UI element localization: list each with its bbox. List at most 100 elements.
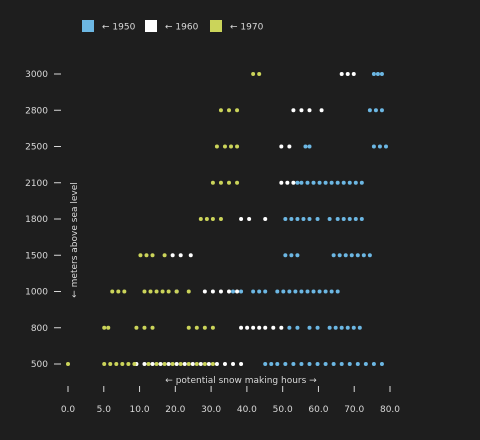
point-1950-1000-1 — [239, 289, 244, 294]
point-1950-1800-7 — [335, 217, 340, 221]
point-1950-500-10 — [339, 362, 344, 366]
point-1970-800-2 — [134, 325, 139, 330]
point-1950-2100-6 — [329, 180, 334, 185]
point-1960-2500-0 — [279, 144, 284, 149]
point-1970-500-3 — [114, 362, 119, 366]
point-1950-800-7 — [345, 325, 350, 330]
point-1970-1000-7 — [166, 289, 171, 294]
point-1970-1500-3 — [162, 253, 167, 258]
point-1960-500-6 — [182, 362, 187, 366]
point-1970-1000-9 — [186, 289, 191, 294]
y-tick-label-2100: 2100 — [25, 179, 48, 189]
point-1970-1500-1 — [144, 253, 149, 258]
point-1950-3000-2 — [379, 72, 384, 76]
point-1950-500-11 — [347, 362, 352, 366]
point-1960-500-2 — [150, 362, 155, 366]
point-1970-2100-1 — [218, 180, 223, 185]
point-1970-2500-3 — [235, 144, 240, 149]
point-1960-1500-2 — [188, 253, 193, 258]
point-1960-500-12 — [231, 362, 236, 366]
point-1950-3000-1 — [375, 72, 380, 76]
point-1960-2100-1 — [285, 180, 290, 185]
point-1950-2500-4 — [383, 144, 388, 149]
point-1960-1800-1 — [247, 217, 252, 221]
point-1960-2100-2 — [291, 180, 296, 185]
point-1950-1500-8 — [361, 253, 366, 258]
point-1950-3000-0 — [371, 72, 376, 76]
point-1970-800-7 — [202, 325, 207, 330]
point-1960-1000-1 — [202, 289, 207, 294]
point-1960-1000-4 — [227, 289, 231, 294]
point-1950-1000-15 — [335, 289, 340, 294]
point-1960-500-4 — [166, 362, 171, 366]
point-1960-500-11 — [222, 362, 227, 366]
point-1950-1800-6 — [327, 217, 332, 221]
point-1950-1000-8 — [293, 289, 298, 294]
legend-label-1960: ← 1960 — [165, 23, 199, 33]
point-1950-800-0 — [287, 325, 292, 330]
point-1960-500-7 — [190, 362, 195, 366]
point-1950-1800-10 — [353, 217, 358, 221]
point-1970-1500-0 — [138, 253, 143, 258]
point-1950-500-4 — [291, 362, 296, 366]
point-1970-500-10 — [170, 362, 175, 366]
point-1970-500-9 — [162, 362, 167, 366]
point-1950-500-9 — [331, 362, 336, 366]
point-1950-1800-8 — [341, 217, 346, 221]
point-1950-500-5 — [299, 362, 304, 366]
point-1950-800-6 — [339, 325, 344, 330]
point-1970-1500-2 — [150, 253, 155, 258]
point-1950-2800-1 — [373, 108, 378, 113]
point-1960-2800-3 — [319, 108, 324, 113]
x-tick-label-10.0: 10.0 — [130, 405, 150, 415]
point-1950-1800-11 — [359, 217, 364, 221]
point-1970-1800-2 — [210, 217, 215, 221]
point-1970-500-11 — [178, 362, 183, 366]
x-tick-label-20.0: 20.0 — [165, 405, 185, 415]
point-1970-3000-0 — [251, 72, 256, 76]
point-1950-1500-2 — [295, 253, 300, 258]
point-1970-800-8 — [210, 325, 215, 330]
y-tick-label-1800: 1800 — [25, 215, 48, 225]
point-1950-2100-1 — [299, 180, 304, 185]
point-1960-800-5 — [271, 325, 276, 330]
point-1950-2100-11 — [359, 180, 364, 185]
x-tick-label-60.0: 60.0 — [308, 405, 328, 415]
point-1950-1000-7 — [287, 289, 292, 294]
point-1970-500-12 — [186, 362, 191, 366]
y-tick-label-500: 500 — [31, 360, 48, 370]
point-1960-2800-0 — [291, 108, 296, 113]
point-1970-500-13 — [194, 362, 199, 366]
point-1960-500-9 — [206, 362, 211, 366]
point-1960-500-13 — [239, 362, 244, 366]
point-1970-1000-8 — [174, 289, 179, 294]
point-1950-1000-12 — [317, 289, 322, 294]
x-tick-label-50.0: 50.0 — [273, 405, 293, 415]
point-1950-500-13 — [363, 362, 368, 366]
point-1970-800-6 — [194, 325, 199, 330]
point-1950-500-7 — [315, 362, 320, 366]
x-tick-label-30.0: 30.0 — [201, 405, 221, 415]
point-1950-1000-4 — [263, 289, 268, 294]
point-1950-1500-1 — [289, 253, 294, 258]
point-1970-500-14 — [202, 362, 207, 366]
point-1960-500-8 — [198, 362, 203, 366]
y-tick-label-800: 800 — [31, 324, 48, 334]
point-1970-1000-6 — [160, 289, 165, 294]
point-1950-500-14 — [371, 362, 376, 366]
point-1950-800-2 — [307, 325, 312, 330]
point-1950-2500-3 — [377, 144, 382, 149]
legend-label-1970: ← 1970 — [230, 23, 264, 33]
point-1970-500-6 — [132, 362, 137, 366]
point-1970-2500-2 — [229, 144, 234, 149]
point-1950-2100-2 — [305, 180, 310, 185]
point-1970-3000-1 — [257, 72, 262, 76]
point-1960-800-1 — [245, 325, 250, 330]
point-1960-500-3 — [158, 362, 163, 366]
point-1960-1000-3 — [218, 289, 223, 294]
point-1960-2800-2 — [307, 108, 312, 113]
point-1970-1800-1 — [204, 217, 209, 221]
point-1970-2800-2 — [235, 108, 240, 113]
point-1960-800-6 — [279, 325, 284, 330]
